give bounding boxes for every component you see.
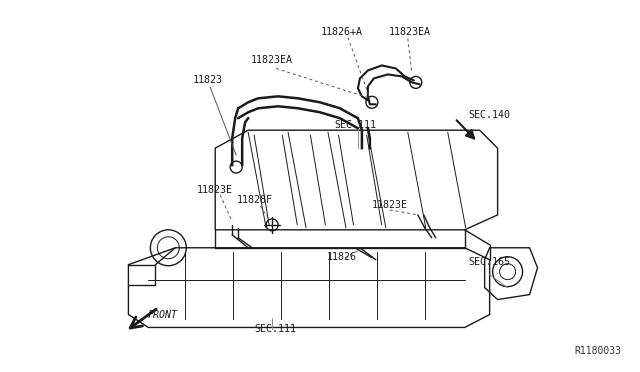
Text: R1180033: R1180033 (574, 346, 621, 356)
Text: SEC.111: SEC.111 (334, 120, 376, 130)
Text: SEC.165: SEC.165 (468, 257, 511, 267)
Text: SEC.111: SEC.111 (254, 324, 296, 334)
Text: 11823: 11823 (193, 76, 223, 86)
Text: 11823EA: 11823EA (389, 26, 431, 36)
Text: 11826: 11826 (327, 252, 357, 262)
Text: 11823E: 11823E (372, 200, 408, 210)
Text: 11828F: 11828F (237, 195, 273, 205)
Text: 11823EA: 11823EA (251, 55, 293, 65)
Text: 11823E: 11823E (197, 185, 233, 195)
Text: SEC.140: SEC.140 (468, 110, 511, 120)
Text: FRONT: FRONT (147, 310, 177, 320)
Text: 11826+A: 11826+A (321, 26, 363, 36)
